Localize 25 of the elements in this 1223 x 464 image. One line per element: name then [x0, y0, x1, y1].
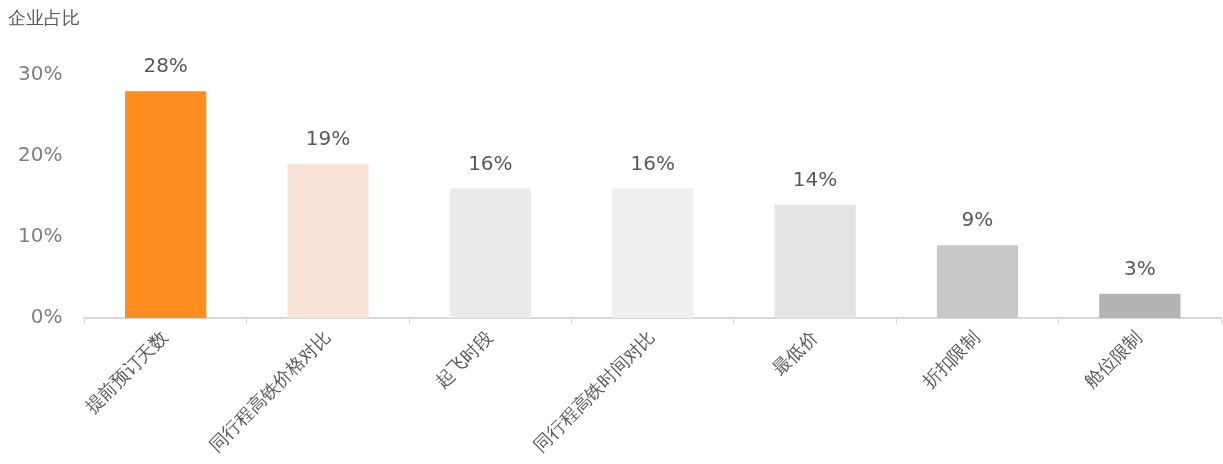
bar	[449, 188, 531, 319]
bar	[612, 188, 694, 319]
data-label: 3%	[1123, 256, 1156, 281]
y-axis-title: 企业占比	[8, 6, 80, 28]
bar	[125, 91, 207, 319]
data-label: 16%	[468, 150, 513, 175]
x-tick-label: 最低价	[768, 326, 822, 380]
y-tick-label: 20%	[18, 142, 63, 167]
x-tick-label: 舱位限制	[1080, 326, 1146, 392]
bar	[287, 164, 369, 319]
y-tick-label: 10%	[18, 223, 63, 248]
bar	[936, 245, 1019, 319]
x-tick-label: 起飞时段	[430, 326, 497, 392]
bar	[1099, 293, 1181, 319]
data-label: 9%	[961, 207, 994, 232]
data-label: 28%	[143, 53, 188, 78]
data-label: 14%	[792, 166, 838, 191]
x-tick-label: 提前预订天数	[80, 326, 172, 418]
x-tick-label: 同行程高铁时间对比	[529, 326, 659, 456]
data-label: 19%	[305, 126, 351, 151]
y-tick-label: 0%	[30, 304, 63, 329]
y-tick-label: 30%	[18, 61, 63, 86]
x-tick-label: 折扣限制	[917, 326, 984, 392]
data-label: 16%	[630, 150, 675, 175]
x-tick-label: 同行程高铁价格对比	[204, 326, 335, 456]
